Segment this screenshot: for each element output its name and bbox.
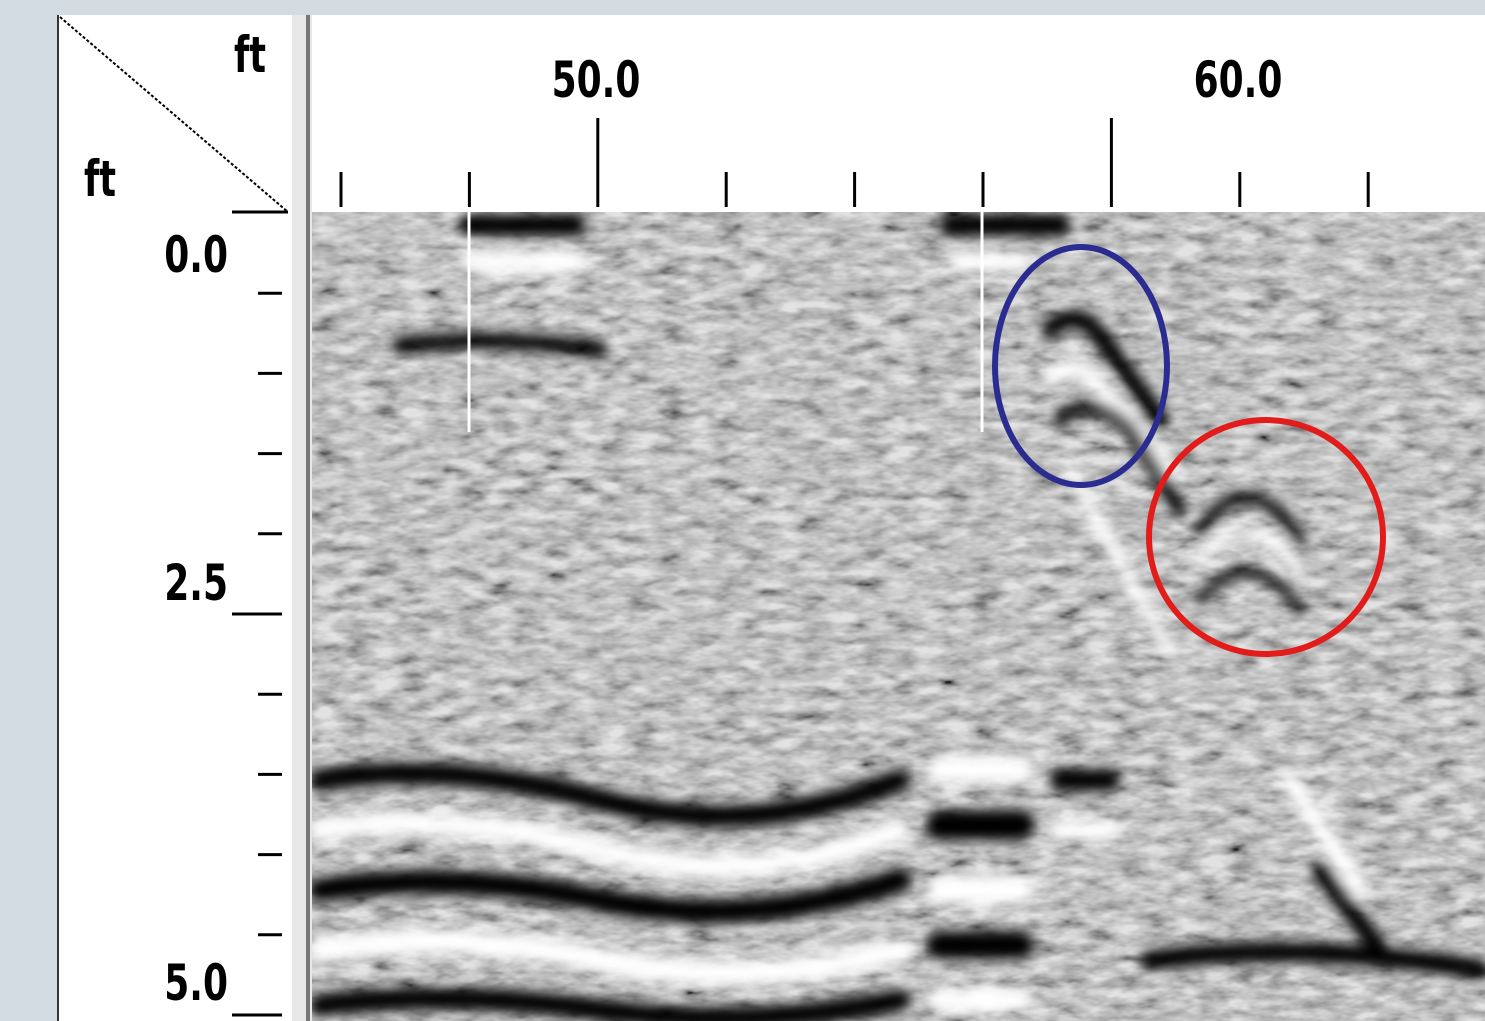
x-tick-label: 50.0 <box>552 52 641 109</box>
y-tick-label: 5.0 <box>164 955 228 1012</box>
blue-annotation <box>992 244 1170 488</box>
red-annotation <box>1146 417 1386 657</box>
rulers <box>232 118 1370 1017</box>
y-tick-label: 2.5 <box>164 555 228 612</box>
y-unit: ft <box>84 151 116 209</box>
x-tick-label: 60.0 <box>1194 52 1283 109</box>
corner-diagonal <box>59 16 289 213</box>
y-tick-label: 0.0 <box>164 227 228 284</box>
radargram-image <box>312 212 1485 1021</box>
x-unit: ft <box>234 27 266 85</box>
reflections <box>312 214 1485 1021</box>
